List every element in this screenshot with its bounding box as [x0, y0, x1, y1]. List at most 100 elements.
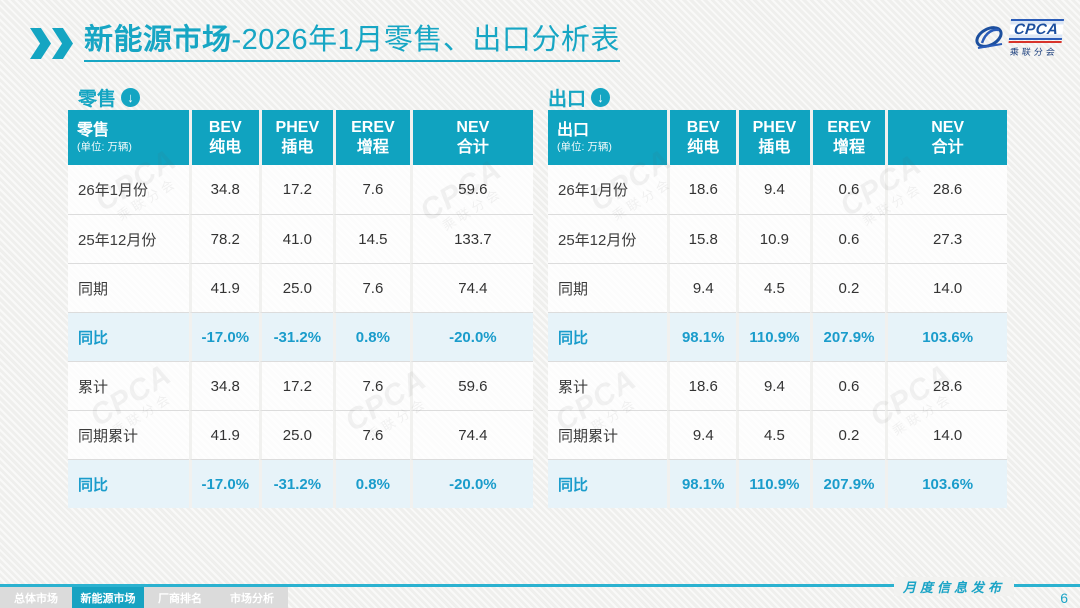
retail-table: 零售 (单位: 万辆) BEV 纯电 PHEV 插电 EREV 增程 NEV 合计 26年1月份 34… [68, 110, 533, 508]
value-cell: 0.8% [333, 459, 410, 508]
value-cell: 18.6 [667, 165, 737, 214]
value-cell: 103.6% [885, 459, 1007, 508]
value-cell: -31.2% [258, 312, 334, 361]
column-header-cn: 增程 [832, 138, 865, 156]
value-cell: 15.8 [667, 214, 737, 263]
value-cell: 4.5 [736, 410, 810, 459]
value-cell: -17.0% [188, 459, 259, 508]
value-cell: 9.4 [667, 410, 737, 459]
value-cell: 74.4 [409, 263, 533, 312]
tab-nev-market[interactable]: 新能源市场 [72, 587, 144, 608]
value-cell: 25.0 [258, 263, 334, 312]
value-cell: -31.2% [258, 459, 334, 508]
value-cell: 59.6 [409, 165, 533, 214]
row-label-cell: 26年1月份 [548, 165, 668, 214]
publication-label: 月度信息发布 [893, 577, 1014, 596]
footer-divider [0, 584, 1080, 587]
value-cell: 27.3 [885, 214, 1007, 263]
page-title: 新能源市场-2026年1月零售、出口分析表 [84, 24, 620, 63]
row-label-cell: 同期累计 [548, 410, 668, 459]
table-unit-label: (单位: 万辆) [77, 140, 132, 153]
value-cell: 10.9 [736, 214, 810, 263]
value-cell: 25.0 [258, 410, 334, 459]
value-cell: 78.2 [188, 214, 259, 263]
value-cell: 14.0 [885, 410, 1007, 459]
column-header-cn: 插电 [281, 138, 314, 156]
cpca-logo-red-bar [1008, 40, 1062, 43]
column-header-cn: 插电 [758, 138, 791, 156]
column-header: EREV 增程 [809, 110, 886, 165]
download-arrow-icon: ↓ [121, 88, 141, 107]
value-cell: 28.6 [885, 165, 1007, 214]
value-cell: 7.6 [333, 165, 410, 214]
value-cell: 34.8 [188, 165, 259, 214]
value-cell: 74.4 [409, 410, 533, 459]
page-number: 6 [1060, 590, 1068, 606]
value-cell: 103.6% [885, 312, 1007, 361]
value-cell: 7.6 [333, 361, 410, 410]
export-table: 出口 (单位: 万辆) BEV 纯电 PHEV 插电 EREV 增程 NEV 合计 26年1月份 18… [548, 110, 1007, 508]
value-cell: 98.1% [667, 312, 737, 361]
value-cell: 110.9% [736, 459, 810, 508]
value-cell: 110.9% [736, 312, 810, 361]
tab-manufacturer-ranking[interactable]: 厂商排名 [158, 592, 202, 605]
value-cell: 59.6 [409, 361, 533, 410]
slide-header: 新能源市场-2026年1月零售、出口分析表 [30, 24, 620, 63]
value-cell: 14.5 [333, 214, 410, 263]
value-cell: 41.9 [188, 263, 259, 312]
row-label-cell: 同比 [68, 459, 189, 508]
value-cell: 18.6 [667, 361, 737, 410]
tab-market-analysis[interactable]: 市场分析 [230, 592, 274, 605]
cpca-logo-swoosh-icon [975, 26, 1003, 49]
row-label-cell: 同比 [68, 312, 189, 361]
table-corner-cell: 零售 (单位: 万辆) [68, 110, 189, 165]
download-arrow-icon: ↓ [591, 88, 611, 107]
page-title-rest: -2026年1月零售、出口分析表 [231, 24, 620, 56]
column-header: BEV 纯电 [667, 110, 737, 165]
column-header-en: NEV [456, 118, 490, 136]
value-cell: 98.1% [667, 459, 737, 508]
value-cell: 28.6 [885, 361, 1007, 410]
cpca-logo: CPCA 乘联分会 [972, 16, 1068, 60]
column-header-en: BEV [686, 118, 720, 136]
cpca-logo-wordmark: CPCA 乘联分会 [1007, 18, 1064, 58]
row-label-cell: 同比 [548, 312, 668, 361]
value-cell: 41.9 [188, 410, 259, 459]
chevron-right-double-icon [30, 28, 74, 59]
row-label-cell: 25年12月份 [68, 214, 189, 263]
value-cell: -20.0% [409, 459, 533, 508]
column-header-en: EREV [827, 118, 871, 136]
value-cell: 133.7 [409, 214, 533, 263]
value-cell: 0.8% [333, 312, 410, 361]
value-cell: 9.4 [667, 263, 737, 312]
column-header-cn: 合计 [456, 138, 489, 156]
row-label-cell: 同期累计 [68, 410, 189, 459]
row-label-cell: 26年1月份 [68, 165, 189, 214]
column-header-cn: 纯电 [687, 138, 720, 156]
column-header-cn: 合计 [931, 138, 964, 156]
column-header: NEV 合计 [409, 110, 533, 165]
table-corner-label: 出口 [557, 121, 590, 139]
row-label-cell: 同期 [68, 263, 189, 312]
value-cell: 41.0 [258, 214, 334, 263]
row-label-cell: 同比 [548, 459, 668, 508]
value-cell: 17.2 [258, 361, 334, 410]
tab-overall-market[interactable]: 总体市场 [14, 592, 58, 605]
column-header-en: PHEV [752, 118, 797, 136]
column-header-en: EREV [351, 118, 395, 136]
value-cell: 17.2 [258, 165, 334, 214]
value-cell: 4.5 [736, 263, 810, 312]
value-cell: 207.9% [809, 312, 886, 361]
column-header: BEV 纯电 [188, 110, 259, 165]
table-corner-label: 零售 [77, 121, 110, 139]
value-cell: -17.0% [188, 312, 259, 361]
column-header: NEV 合计 [885, 110, 1007, 165]
cpca-logo-subtext: 乘联分会 [1009, 46, 1059, 57]
value-cell: 0.2 [809, 410, 886, 459]
value-cell: 0.6 [809, 214, 886, 263]
row-label-cell: 累计 [68, 361, 189, 410]
table-unit-label: (单位: 万辆) [557, 140, 612, 153]
export-section-text: 出口 [548, 89, 587, 110]
row-label-cell: 同期 [548, 263, 668, 312]
